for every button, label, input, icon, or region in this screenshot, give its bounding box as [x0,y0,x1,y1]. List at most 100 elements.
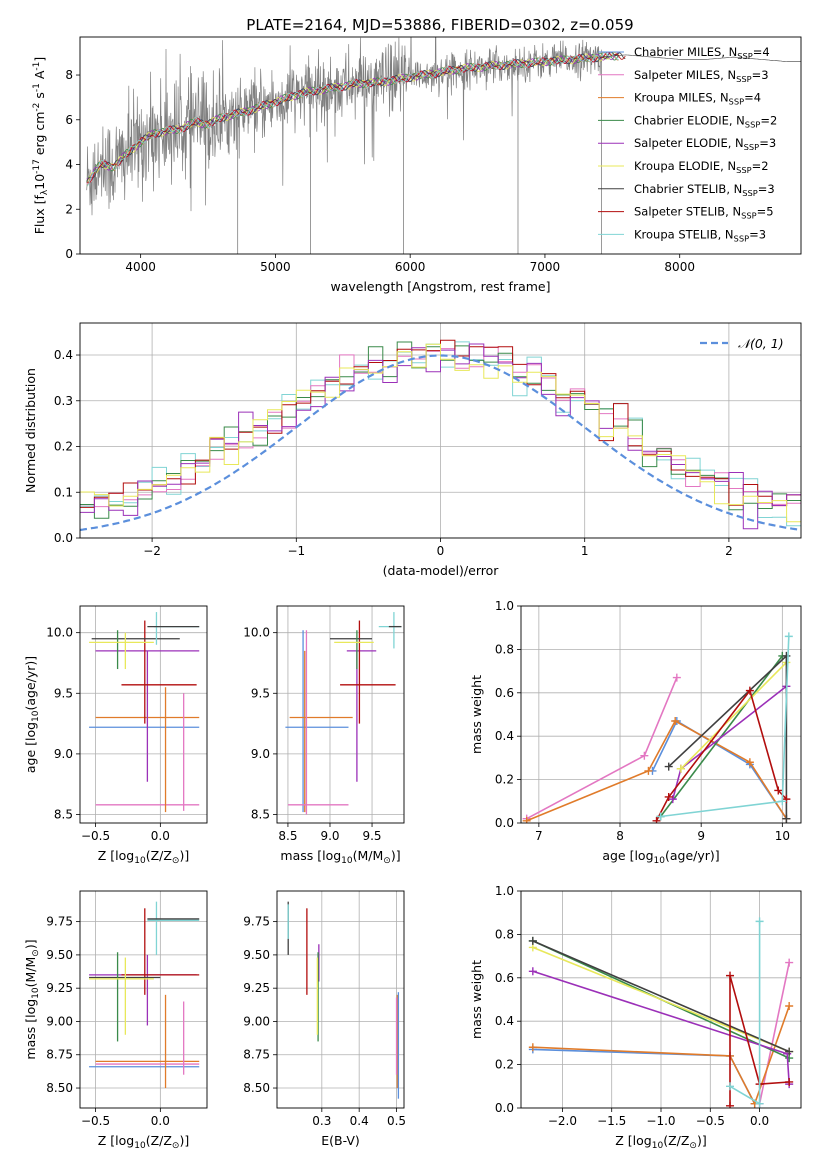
series-line-8 [729,921,761,1106]
series-marker [522,816,531,823]
y-tick-label: 9.5 [251,686,270,700]
series-marker [782,651,791,660]
y-tick-label: 0.0 [54,531,73,545]
gaussian-curve [80,354,801,532]
y-tick-label: 0.3 [54,394,73,408]
legend-label-6: Chabrier STELIB, NSSP=3 [634,182,775,198]
legend-label-1: Salpeter MILES, NSSP=3 [634,68,769,84]
axes-frame [520,605,802,824]
y-tick-label: 9.25 [46,981,73,995]
histogram-4 [80,343,801,530]
y-tick-label: 0.2 [54,440,73,454]
plot-area [80,891,207,1108]
panel-weight-vs-Z: −2.0 −1.5 −1.0 −0.5 0.0 0.0 0.2 0.4 0.6 0.8 1.0 Z [… [469,884,802,1151]
panel-mass-vs-ebv: 0.3 0.4 0.5 8.50 8.75 9.00 9.25 9.50 9.75 E(B-V) [243,890,406,1148]
y-tick-label: 0.0 [495,1101,514,1115]
legend-label-7: Salpeter STELIB, NSSP=5 [634,205,774,221]
x-tick-label: 0.3 [312,1114,331,1128]
y-tick-label: 8.50 [46,1081,73,1095]
y-tick-label: 4 [65,158,73,172]
y-tick-label: 0.4 [495,729,514,743]
y-tick-label: 8.75 [243,1048,270,1062]
y-axis-label: mass [log10(M/M⊙)] [23,939,41,1059]
plot-area [277,891,404,1108]
y-tick-label: 9.0 [54,747,73,761]
y-tick-label: 9.50 [46,948,73,962]
series-marker [774,786,783,795]
model-line-4 [86,52,620,180]
series-line-2 [532,1005,790,1106]
x-axis-label: age [log10(age/yr)] [602,848,719,866]
y-tick-label: 8.75 [46,1048,73,1062]
series-marker [668,795,677,804]
series-marker [745,758,754,767]
legend-label-2: Kroupa MILES, NSSP=4 [634,91,761,107]
y-axis-label: mass weight [469,675,484,754]
y-tick-label: 0.2 [495,1058,514,1072]
series-marker [726,1101,735,1108]
x-axis-label: E(B-V) [321,1133,360,1148]
plot-area [86,37,801,254]
x-tick-label: 0 [437,544,445,558]
x-tick-label: 7 [535,829,543,843]
y-tick-label: 0.4 [495,1014,514,1028]
series-line-7 [655,688,787,822]
series-marker [726,971,735,980]
series-marker [726,1082,735,1091]
y-tick-label: 10.0 [46,626,73,640]
x-tick-label: −1.5 [597,1114,626,1128]
series-marker [782,814,791,823]
x-tick-label: −2 [143,544,161,558]
legend-label-8: Kroupa STELIB, NSSP=3 [634,227,766,243]
y-tick-label: 9.00 [243,1014,270,1028]
x-axis-label: Z [log10(Z/Z⊙)] [615,1133,706,1151]
panel-residuals: −2 −1 0 1 2 0.0 0.1 0.2 0.3 0.4 (data-model)/error… [23,322,802,578]
series-line-5 [680,661,787,770]
y-tick-label: 0.8 [495,927,514,941]
plot-area [521,606,801,823]
histogram-5 [80,343,801,523]
y-tick-label: 0.6 [495,971,514,985]
plot-area [277,606,404,823]
series-marker [672,673,681,682]
figure-title: PLATE=2164, MJD=53886, FIBERID=0302, z=0… [246,16,633,34]
y-tick-label: 0.1 [54,485,73,499]
plot-area [80,323,801,538]
series-line-1 [758,962,790,1104]
x-axis-label: Z [log10(Z/Z⊙)] [98,848,189,866]
series-line-0 [532,1048,756,1105]
x-tick-label: −0.5 [696,1114,725,1128]
y-axis-label: Flux [fλ10-17 erg cm-2 s-1 A-1] [32,57,50,235]
x-tick-label: −1 [287,544,305,558]
x-axis-label: Z [log10(Z/Z⊙)] [98,1133,189,1151]
y-tick-label: 8.50 [243,1081,270,1095]
y-tick-label: 9.5 [54,686,73,700]
x-tick-label: 9 [697,829,705,843]
series-marker [528,967,537,976]
x-tick-label: 10 [775,829,790,843]
axes-frame [276,605,405,824]
x-axis-label: mass [log10(M/M⊙)] [280,848,400,866]
plot-area [80,606,207,823]
series-line-8 [660,636,790,818]
x-tick-label: −2.0 [548,1114,577,1128]
x-axis-label: wavelength [Angstrom, rest frame] [330,279,550,294]
series-marker [656,812,665,821]
axes-frame [520,890,802,1109]
y-tick-label: 0.6 [495,686,514,700]
x-tick-label: 9.0 [320,829,339,843]
panel-mass-vs-Z: −0.5 0.0 8.50 8.75 9.00 9.25 9.50 9.75 Z [log10(… [23,890,208,1151]
model-tail [598,54,801,62]
series-marker [676,764,685,773]
y-tick-label: 6 [65,113,73,127]
series-marker [755,1099,764,1108]
x-tick-label: 0.0 [151,1114,170,1128]
panel-age-vs-mass: 8.5 9.0 9.5 8.5 9.0 9.5 10.0 mass [log10(M/M⊙)] [243,605,405,866]
x-axis-label: (data-model)/error [383,563,500,578]
y-tick-label: 9.25 [243,981,270,995]
x-tick-label: 0.0 [151,829,170,843]
series-marker [755,917,764,926]
x-tick-label: 0.4 [350,1114,369,1128]
x-tick-label: 8.5 [278,829,297,843]
